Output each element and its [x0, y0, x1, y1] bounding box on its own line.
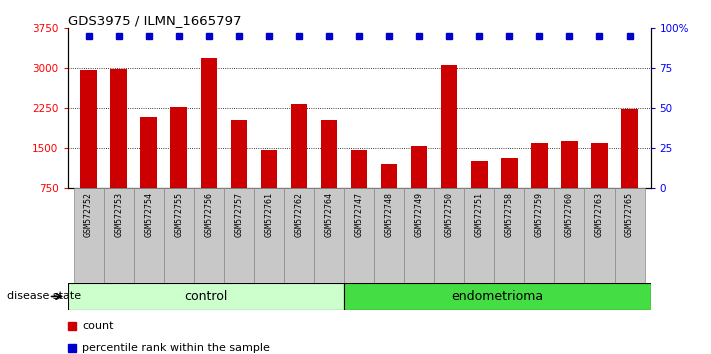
Text: GSM572757: GSM572757 — [235, 193, 243, 238]
Bar — [561, 142, 578, 188]
Text: GSM572751: GSM572751 — [475, 193, 483, 238]
Bar — [141, 117, 157, 188]
Bar — [110, 69, 127, 188]
Text: GSM572763: GSM572763 — [595, 193, 604, 238]
Bar — [194, 188, 224, 283]
Text: GSM572765: GSM572765 — [625, 193, 634, 238]
Text: GSM572753: GSM572753 — [114, 193, 123, 238]
Bar — [164, 188, 194, 283]
Text: GSM572747: GSM572747 — [355, 193, 363, 238]
Bar — [314, 188, 344, 283]
Bar — [201, 58, 217, 188]
Bar — [464, 188, 494, 283]
Bar — [80, 70, 97, 188]
Bar — [73, 188, 104, 283]
Bar — [434, 188, 464, 283]
Bar — [134, 188, 164, 283]
Text: percentile rank within the sample: percentile rank within the sample — [82, 343, 270, 353]
Bar — [291, 104, 307, 188]
Text: GSM572764: GSM572764 — [324, 193, 333, 238]
Text: GSM572761: GSM572761 — [264, 193, 274, 238]
Bar — [374, 188, 404, 283]
Text: count: count — [82, 321, 114, 331]
Text: GSM572750: GSM572750 — [444, 193, 454, 238]
Bar — [584, 188, 614, 283]
Bar — [351, 150, 368, 188]
Bar — [261, 150, 277, 188]
Bar — [254, 188, 284, 283]
Bar — [344, 188, 374, 283]
Bar — [284, 188, 314, 283]
Text: control: control — [184, 290, 228, 303]
Text: GSM572759: GSM572759 — [535, 193, 544, 238]
Bar — [171, 107, 187, 188]
Text: GSM572754: GSM572754 — [144, 193, 153, 238]
Bar — [524, 188, 555, 283]
Bar — [411, 146, 427, 188]
Text: GSM572748: GSM572748 — [385, 193, 394, 238]
Text: GSM572756: GSM572756 — [204, 193, 213, 238]
Bar — [471, 161, 488, 188]
Text: endometrioma: endometrioma — [451, 290, 543, 303]
Bar — [230, 120, 247, 188]
Bar — [104, 188, 134, 283]
Bar — [381, 164, 397, 188]
Bar — [592, 143, 608, 188]
Text: GSM572749: GSM572749 — [415, 193, 424, 238]
Bar — [494, 188, 524, 283]
Text: GSM572758: GSM572758 — [505, 193, 514, 238]
Bar — [441, 65, 457, 188]
Text: disease state: disease state — [7, 291, 81, 302]
Bar — [224, 188, 254, 283]
Bar — [404, 188, 434, 283]
Bar — [614, 188, 645, 283]
Text: GDS3975 / ILMN_1665797: GDS3975 / ILMN_1665797 — [68, 14, 241, 27]
Bar — [501, 158, 518, 188]
Text: GSM572760: GSM572760 — [565, 193, 574, 238]
Bar — [531, 143, 547, 188]
Bar — [343, 283, 651, 310]
Text: GSM572755: GSM572755 — [174, 193, 183, 238]
Text: GSM572752: GSM572752 — [84, 193, 93, 238]
Text: GSM572762: GSM572762 — [294, 193, 304, 238]
Bar — [621, 109, 638, 188]
Bar — [321, 120, 337, 188]
Bar — [555, 188, 584, 283]
Bar — [68, 283, 343, 310]
